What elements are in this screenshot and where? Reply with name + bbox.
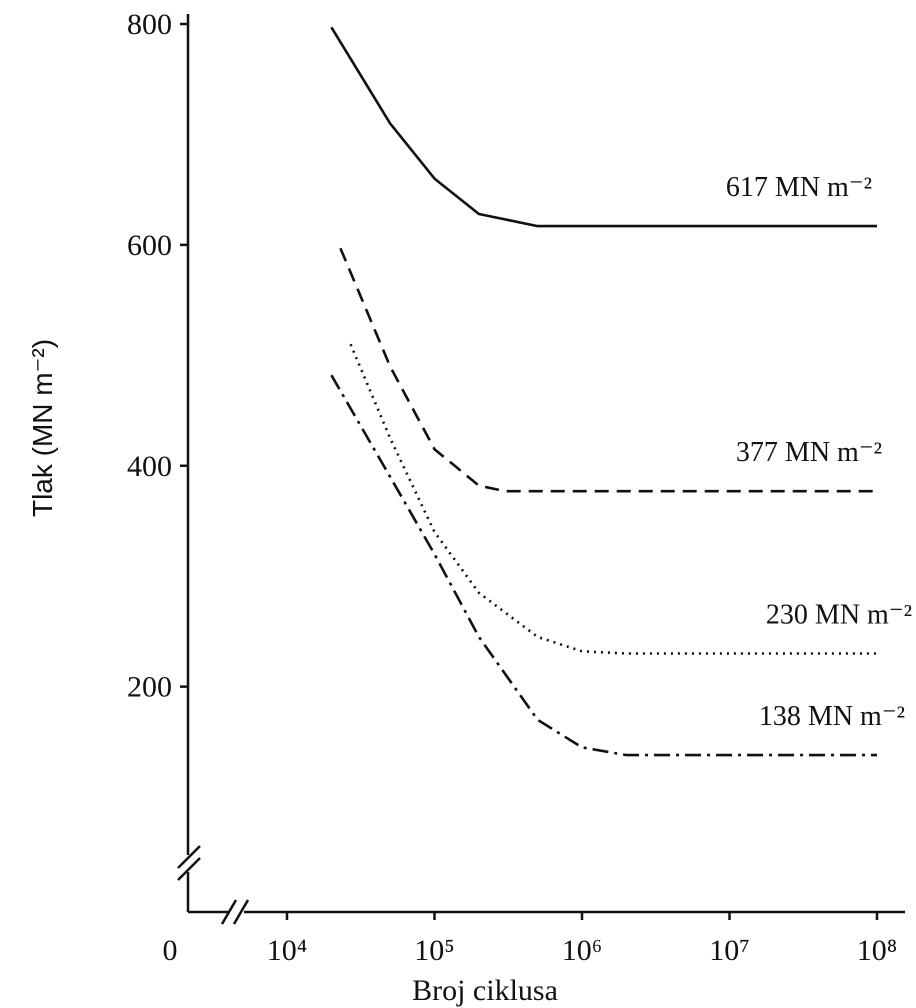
x-tick-label: 10⁷ [709, 934, 749, 967]
axis-break-marks [177, 845, 250, 925]
series-label-230: 230 MN m⁻² [766, 599, 912, 630]
y-axis-label: Tlak (MN m⁻²) [27, 339, 58, 517]
x-axis-break-mark [232, 899, 250, 925]
y-axis-break-mark [177, 845, 201, 869]
y-tick-label: 200 [127, 671, 172, 704]
series-labels: 617 MN m⁻² 377 MN m⁻² 230 MN m⁻² 138 MN m⁻² [726, 172, 912, 732]
x-tick-label: 0 [163, 934, 178, 967]
series-lines [330, 26, 877, 757]
x-axis-break-mark [220, 899, 238, 925]
x-tick-label: 10⁴ [267, 934, 307, 967]
y-tick-label: 600 [127, 229, 172, 262]
series-line-230 [349, 343, 877, 655]
series-line-138 [330, 374, 877, 757]
y-axis-break-mark [177, 857, 201, 881]
x-tick-label: 10⁸ [857, 934, 897, 967]
y-tick-label: 400 [127, 450, 172, 483]
series-label-138: 138 MN m⁻² [759, 701, 905, 732]
series-label-377: 377 MN m⁻² [736, 437, 882, 468]
series-label-617: 617 MN m⁻² [726, 172, 872, 203]
series-line-617 [330, 26, 877, 228]
y-ticks: 200 400 600 800 [127, 8, 188, 704]
axes [177, 14, 905, 925]
x-axis-label: Broj ciklusa [412, 974, 558, 1007]
x-tick-label: 10⁶ [562, 934, 602, 967]
x-tick-label: 10⁵ [414, 934, 454, 967]
series-line-377 [339, 247, 877, 493]
y-tick-label: 800 [127, 8, 172, 41]
x-ticks: 0 10⁴ 10⁵ 10⁶ 10⁷ 10⁸ [163, 912, 897, 967]
